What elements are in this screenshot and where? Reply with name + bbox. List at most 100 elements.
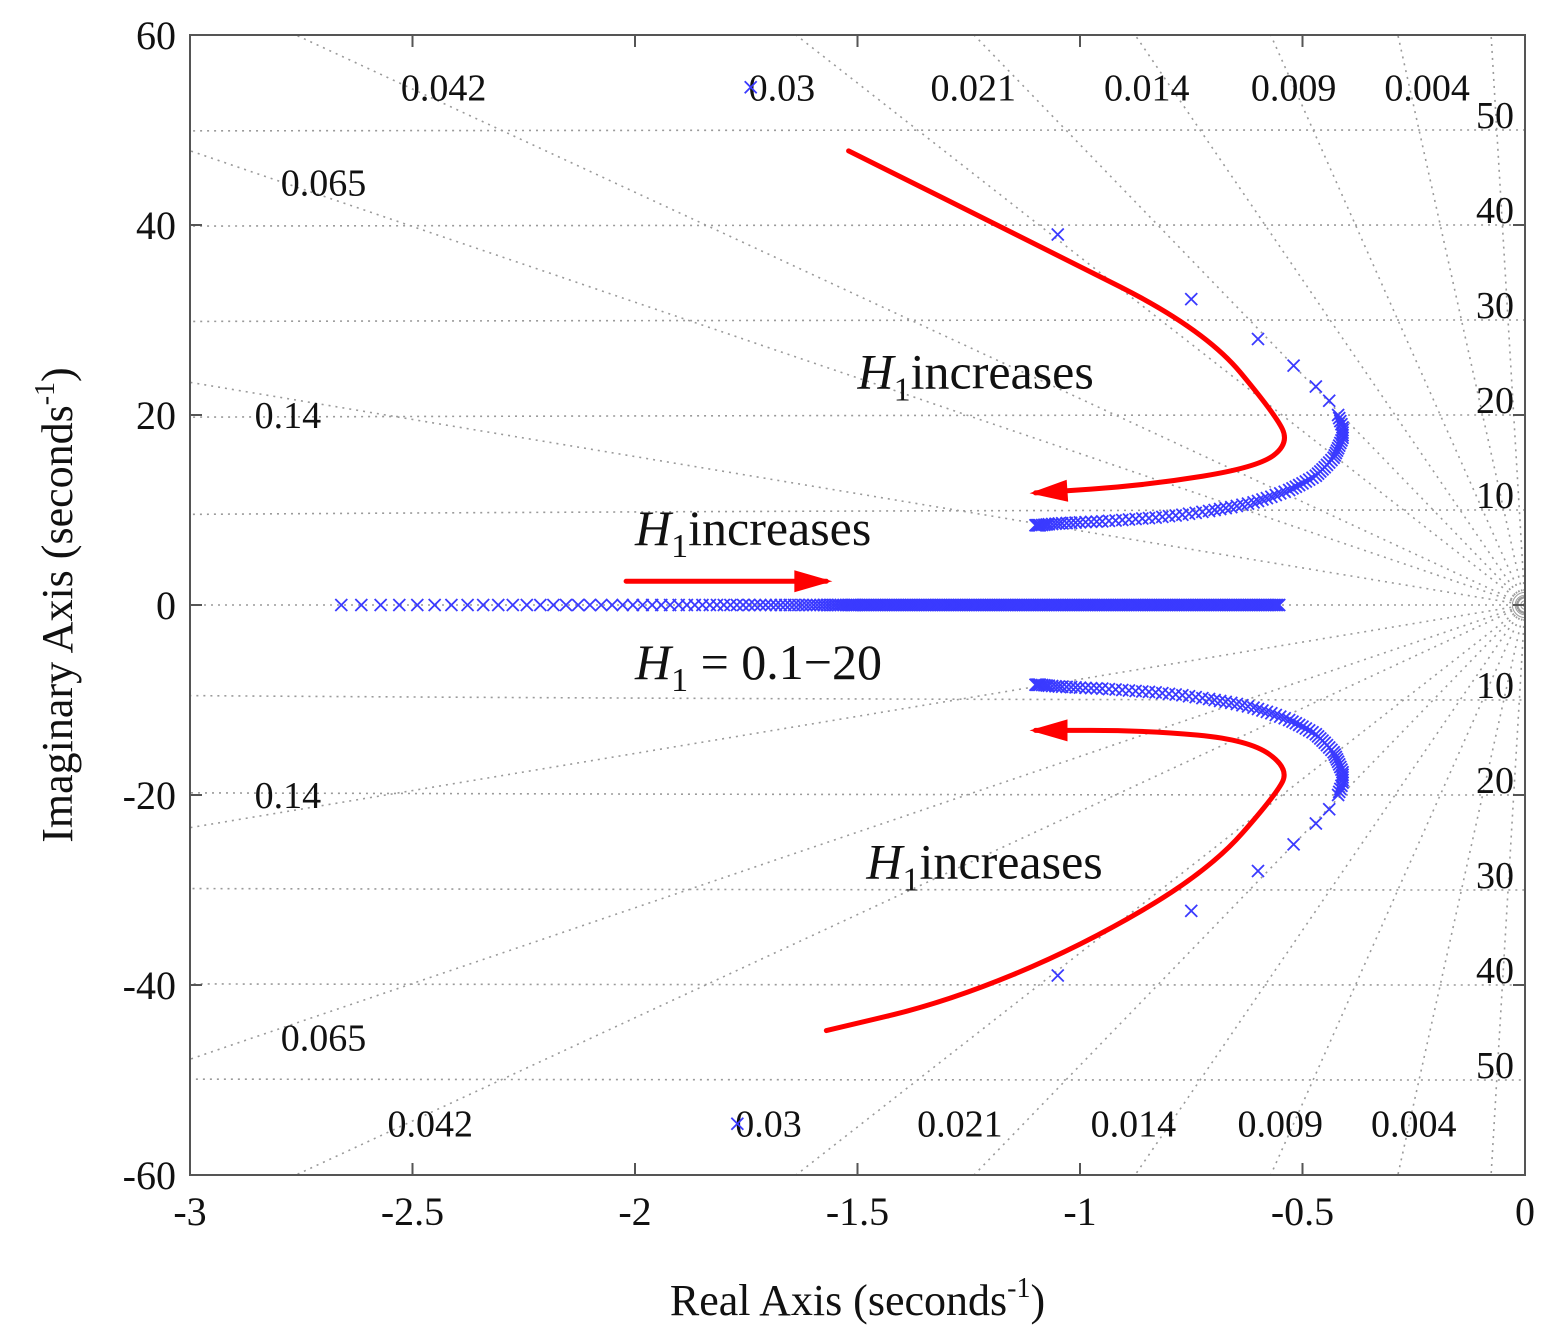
pole-marker — [1224, 696, 1238, 710]
pole-marker — [1260, 705, 1274, 719]
damping-ray — [972, 604, 1525, 1175]
damping-label: 0.009 — [1238, 1104, 1324, 1146]
damping-ray — [1490, 35, 1525, 606]
pole-marker — [1255, 703, 1270, 718]
upper-direction-arrow — [846, 148, 1287, 496]
damping-ray — [794, 35, 1525, 606]
pole-marker — [1213, 502, 1227, 516]
pole-marker — [723, 598, 738, 612]
x-tick-label: 0 — [1515, 1189, 1535, 1234]
pole-marker — [769, 598, 783, 612]
damping-ray — [190, 604, 1525, 829]
y-axis-title-main: Imaginary Axis (seconds — [33, 405, 82, 842]
pole-marker — [1305, 725, 1320, 739]
pole-marker — [1267, 598, 1281, 612]
pole-marker — [1299, 474, 1313, 489]
pole-marker — [742, 598, 756, 612]
y-tick-label: -60 — [123, 1153, 176, 1198]
annotation-variable: H — [857, 343, 897, 399]
pole-marker — [1278, 711, 1292, 725]
x-axis-title-close: ) — [1030, 1276, 1045, 1325]
annotation: H1 = 0.1−20 — [634, 634, 882, 699]
pole-marker — [1289, 716, 1303, 730]
x-tick-label: -2 — [618, 1189, 651, 1234]
pole-marker — [1309, 816, 1323, 831]
damping-ray — [1134, 604, 1525, 1175]
pole-marker — [1270, 598, 1285, 612]
pole-marker — [410, 598, 424, 612]
pole-marker — [1278, 485, 1292, 499]
pole-marker — [1255, 492, 1270, 507]
pole-marker — [1273, 486, 1287, 501]
pole-marker — [1051, 968, 1065, 983]
y-axis-title: Imaginary Axis (seconds-1) — [30, 367, 82, 842]
y-tick-label: 60 — [136, 13, 176, 58]
damping-label: 0.065 — [281, 1017, 367, 1059]
s-plane-grid — [190, 35, 1525, 1175]
pole-marker — [1251, 332, 1265, 346]
annotation-text: increases — [920, 834, 1103, 890]
annotation-text: increases — [688, 500, 871, 556]
pole-marker — [1269, 598, 1283, 612]
pole-marker — [1335, 428, 1350, 442]
damping-label: 0.14 — [255, 395, 322, 437]
pole-marker — [1184, 292, 1198, 306]
damping-label: 0.004 — [1371, 1104, 1457, 1146]
pole-marker — [1292, 478, 1306, 492]
annotation: H1increases — [634, 500, 871, 565]
y-tick-label: 0 — [156, 583, 176, 628]
pole-marker — [813, 598, 828, 612]
pole-marker — [374, 598, 388, 612]
pole-marker — [1084, 515, 1098, 529]
damping-ray — [1490, 604, 1525, 1175]
damping-ray — [190, 381, 1525, 606]
pole-marker — [1207, 693, 1222, 707]
pole-marker — [1299, 721, 1313, 736]
frequency-label: 10 — [1476, 665, 1514, 707]
x-tick-label: -1 — [1063, 1189, 1096, 1234]
legend-marker — [730, 1117, 744, 1131]
pole-marker — [730, 598, 744, 612]
pole-marker — [1302, 472, 1316, 487]
pole-marker — [1090, 681, 1104, 695]
pole-marker — [810, 598, 824, 612]
annotation-subscript: 1 — [671, 528, 688, 565]
pole-marker — [1309, 469, 1323, 483]
direction-arrows — [623, 148, 1287, 1034]
annotation-variable: H — [634, 634, 674, 690]
pole-marker — [546, 598, 561, 612]
y-tick-label: -40 — [123, 963, 176, 1008]
pole-marker — [736, 598, 750, 612]
pole-marker — [1219, 695, 1233, 709]
y-axis-title-sup: -1 — [30, 382, 61, 405]
frequency-label: 40 — [1476, 190, 1514, 232]
pole-marker — [1322, 802, 1336, 816]
upper-direction-arrow-head — [1029, 479, 1069, 502]
pole-marker — [444, 598, 459, 612]
middle-direction-arrow-head — [794, 570, 833, 593]
y-tick-label: -20 — [123, 773, 176, 818]
damping-ray — [190, 604, 1525, 1061]
pole-marker — [717, 598, 731, 612]
pole-marker — [1264, 490, 1278, 504]
damping-label: 0.03 — [749, 67, 816, 109]
annotation-variable: H — [865, 834, 905, 890]
y-tick-label: 40 — [136, 203, 176, 248]
damping-label: 0.004 — [1384, 67, 1470, 109]
frequency-label: 50 — [1476, 1045, 1514, 1087]
pole-marker — [1322, 394, 1336, 408]
damping-label: 0.14 — [255, 775, 322, 817]
frequency-arc-small — [1511, 591, 1525, 619]
pole-marker — [334, 598, 348, 612]
pole-marker — [1084, 681, 1098, 695]
damping-label: 0.021 — [930, 67, 1016, 109]
damping-label: 0.009 — [1251, 67, 1337, 109]
damping-ray — [1397, 604, 1525, 1175]
axes: -3 -2.5 -2 -1.5 -1 -0.5 0 -60 -40 -20 0 20 40 60 Real … — [30, 13, 1535, 1325]
damping-ray — [1269, 35, 1525, 606]
pole-marker — [1285, 714, 1300, 729]
y-tick-label: 20 — [136, 393, 176, 438]
frequency-label: 30 — [1476, 285, 1514, 327]
